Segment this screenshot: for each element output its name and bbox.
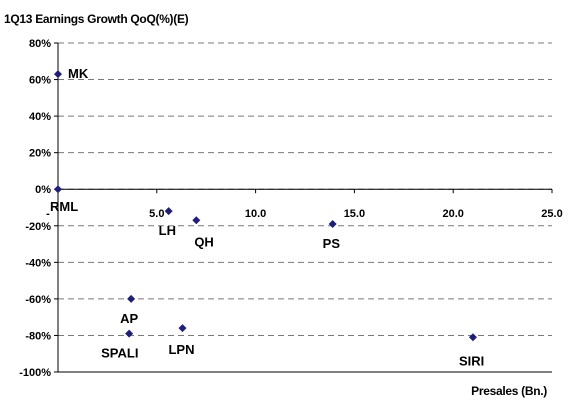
data-point-rml	[54, 185, 62, 194]
x-tick-label: 20.0	[442, 208, 463, 220]
x-axis-ticks: - 5.0 10.0 15.0 20.0 25.0	[46, 189, 563, 220]
point-label-ps: PS	[323, 236, 341, 251]
y-tick-label: -60%	[25, 294, 51, 306]
data-point-ap	[127, 294, 136, 303]
x-tick-label: -	[46, 208, 50, 220]
point-label-rml: RML	[50, 199, 78, 214]
y-axis-ticks: 80% 60% 40% 20% 0% -20% -40% -60% -80% -100%	[19, 38, 58, 379]
point-label-qh: QH	[194, 234, 214, 249]
y-tick-label: -20%	[25, 221, 51, 233]
chart-title: 1Q13 Earnings Growth QoQ(%)(E)	[4, 12, 189, 26]
data-point-lpn	[178, 324, 187, 333]
y-tick-label: 20%	[29, 148, 51, 160]
x-axis-label: Presales (Bn.)	[471, 384, 547, 398]
y-tick-label: -80%	[25, 330, 51, 342]
point-label-lpn: LPN	[168, 342, 194, 357]
x-tick-label: 10.0	[245, 208, 266, 220]
data-points: MK RML LH QH PS AP SPALI LPN SIRI	[50, 66, 484, 368]
y-tick-label: -40%	[25, 257, 51, 269]
point-label-mk: MK	[68, 66, 89, 81]
y-tick-label: -100%	[19, 367, 51, 379]
data-point-mk	[54, 70, 62, 79]
y-tick-label: 80%	[29, 38, 51, 50]
x-tick-label: 15.0	[344, 208, 365, 220]
y-tick-label: 0%	[35, 184, 51, 196]
point-label-ap: AP	[120, 311, 138, 326]
data-point-lh	[164, 207, 173, 216]
x-tick-label: 5.0	[149, 208, 164, 220]
x-tick-label: 25.0	[541, 208, 562, 220]
y-tick-label: 60%	[29, 75, 51, 87]
y-tick-label: 40%	[29, 111, 51, 123]
point-label-siri: SIRI	[459, 353, 484, 368]
point-label-lh: LH	[159, 223, 176, 238]
axes	[57, 43, 552, 373]
data-point-spali	[125, 329, 134, 338]
data-point-ps	[328, 219, 337, 228]
point-label-spali: SPALI	[101, 346, 138, 361]
data-point-qh	[192, 216, 201, 225]
data-point-siri	[468, 333, 477, 342]
